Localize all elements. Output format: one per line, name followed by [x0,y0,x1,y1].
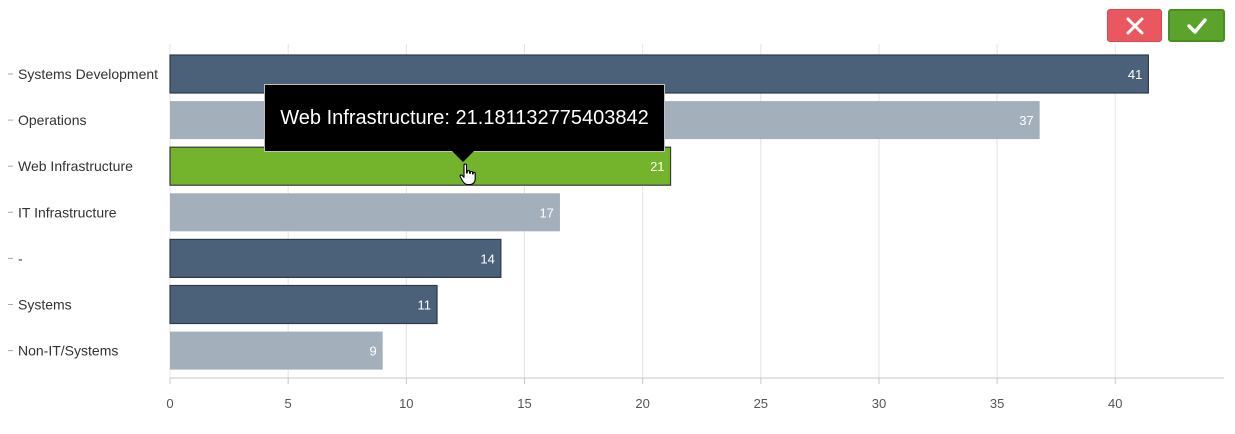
category-label: - [18,250,23,266]
cancel-button[interactable] [1107,9,1162,42]
x-tick-label: 40 [1108,396,1122,411]
close-icon [1126,17,1143,34]
x-tick-label: 10 [399,396,413,411]
bar-value-label: 9 [369,344,376,359]
tooltip-arrow [452,151,474,162]
x-tick-label: 15 [517,396,531,411]
x-tick-label: 0 [166,396,173,411]
bar-value-label: 37 [1019,113,1033,128]
tooltip-text: Web Infrastructure: 21.181132775403842 [280,106,649,129]
bar [170,331,383,370]
category-label: Non-IT/Systems [18,343,118,359]
bar-value-label: 17 [539,205,553,220]
x-axis: 0 5 10 15 20 25 30 35 40 [166,377,1224,411]
x-tick-label: 30 [872,396,886,411]
bar [169,146,672,186]
bar [169,284,438,325]
category-label: Systems [18,297,72,313]
category-label: Operations [18,112,86,128]
hand-pointer-icon [459,163,476,186]
chart-tooltip: Web Infrastructure: 21.181132775403842 [264,84,665,152]
bar-value-label: 14 [480,251,494,266]
confirm-button[interactable] [1168,9,1225,42]
x-tick-label: 20 [635,396,649,411]
bar [170,193,560,232]
bar [169,238,502,278]
x-tick-label: 5 [285,396,292,411]
bar-value-label: 41 [1128,67,1142,82]
x-tick-label: 35 [990,396,1004,411]
x-tick-label: 25 [754,396,768,411]
category-label: Web Infrastructure [18,158,133,174]
bar-value-label: 11 [418,298,432,313]
category-label: Systems Development [18,66,158,82]
category-label: IT Infrastructure [18,204,117,220]
category-labels: Systems Development Operations Web Infrast… [8,66,158,359]
check-icon [1186,17,1207,34]
bar-value-label: 21 [650,159,664,174]
